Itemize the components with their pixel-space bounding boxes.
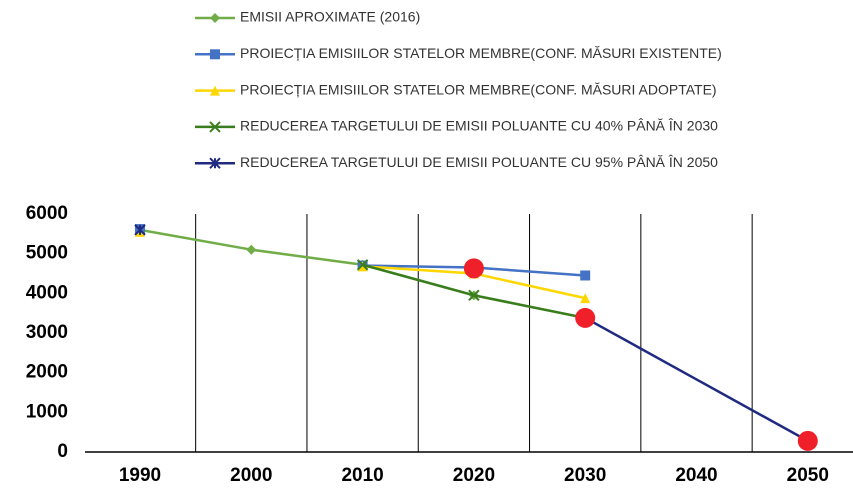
marker [580, 270, 591, 281]
highlight-point [797, 430, 818, 451]
legend-marker [209, 157, 221, 169]
y-tick-label: 5000 [26, 243, 68, 264]
x-tick-label: 2030 [564, 465, 606, 486]
x-tick-label: 2000 [230, 465, 272, 486]
y-tick-label: 2000 [26, 362, 68, 383]
legend-label: REDUCEREA TARGETULUI DE EMISII POLUANTE … [240, 118, 718, 134]
legend-label: PROIECȚIA EMISIILOR STATELOR MEMBRE(CONF… [240, 81, 717, 97]
y-tick-label: 1000 [26, 401, 68, 422]
y-tick-label: 0 [57, 441, 68, 462]
legend-marker [209, 121, 221, 133]
x-tick-label: 2020 [453, 465, 495, 486]
legend-marker [210, 13, 220, 23]
highlight-point [575, 307, 596, 328]
marker [246, 244, 257, 255]
x-tick-label: 2050 [787, 465, 829, 486]
y-tick-label: 4000 [26, 282, 68, 303]
y-tick-label: 6000 [26, 203, 68, 224]
legend-label: EMISII APROXIMATE (2016) [240, 9, 420, 25]
series-line [584, 316, 809, 442]
marker [356, 259, 369, 271]
marker [468, 289, 480, 302]
x-tick-label: 1990 [119, 465, 161, 486]
marker [580, 293, 591, 304]
legend-marker [210, 85, 220, 96]
x-tick-label: 2040 [675, 465, 717, 486]
legend-label: REDUCEREA TARGETULUI DE EMISII POLUANTE … [240, 154, 718, 170]
highlight-point [463, 258, 484, 279]
y-tick-label: 3000 [26, 322, 68, 343]
marker [357, 261, 368, 272]
legend-label: PROIECȚIA EMISIILOR STATELOR MEMBRE(CONF… [240, 45, 722, 61]
legend-marker [210, 49, 220, 60]
marker [134, 224, 146, 236]
x-tick-label: 2010 [341, 465, 383, 486]
